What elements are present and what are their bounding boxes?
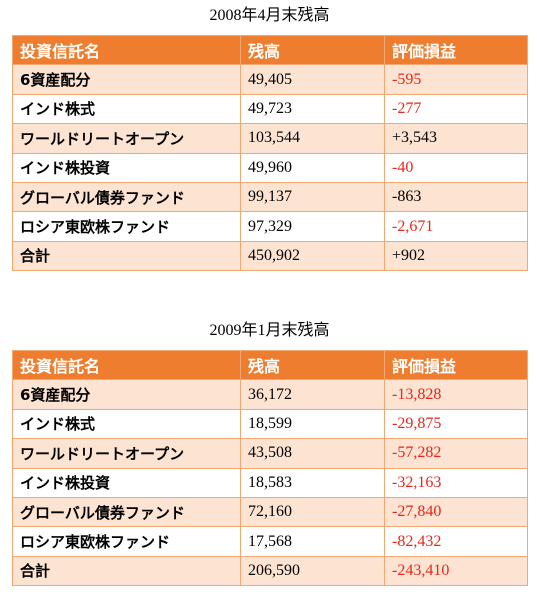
fund-name: 合計	[12, 555, 241, 587]
table-block: 2008年4月末残高 投資信託名 残高 評価損益 6資産配分 49,405 -595 インド株…	[12, 6, 528, 272]
header-row: 投資信託名 残高 評価損益	[12, 349, 528, 381]
gain-loss: -863	[384, 181, 528, 213]
balance: 36,172	[240, 379, 385, 410]
table-row: ロシア東欧株ファンド 97,329 -2,671	[12, 211, 528, 242]
fund-name: ワールドリートオープン	[12, 438, 241, 469]
table-row: 合計 206,590 -243,410	[12, 555, 528, 587]
balance: 97,329	[240, 211, 385, 242]
balance: 49,405	[240, 64, 385, 95]
gain-loss: +902	[384, 240, 528, 272]
fund-name: ロシア東欧株ファンド	[12, 526, 241, 557]
gain-loss: -29,875	[384, 408, 528, 440]
table-row: 合計 450,902 +902	[12, 240, 528, 272]
table-title: 2008年4月末残高	[209, 7, 330, 24]
header-cell: 残高	[240, 34, 385, 66]
balance: 103,544	[240, 123, 385, 154]
fund-name: ワールドリートオープン	[12, 123, 241, 154]
gain-loss: -82,432	[384, 526, 528, 557]
table: 投資信託名 残高 評価損益 6資産配分 49,405 -595 インド株式 49,723 -27…	[12, 34, 528, 272]
balance: 43,508	[240, 438, 385, 469]
table-row: 6資産配分 36,172 -13,828	[12, 379, 528, 410]
gain-loss: -32,163	[384, 467, 528, 498]
balance: 18,599	[240, 408, 385, 440]
table-row: ワールドリートオープン 103,544 +3,543	[12, 123, 528, 154]
fund-name: 合計	[12, 240, 241, 272]
fund-name: ロシア東欧株ファンド	[12, 211, 241, 242]
gain-loss: +3,543	[384, 123, 528, 154]
balance: 72,160	[240, 496, 385, 528]
balance: 450,902	[240, 240, 385, 272]
fund-name: グローバル債券ファンド	[12, 496, 241, 528]
header-cell: 評価損益	[384, 34, 528, 66]
gain-loss: -13,828	[384, 379, 528, 410]
table-block: 2009年1月末残高 投資信託名 残高 評価損益 6資産配分 36,172 -13,828 イ…	[12, 321, 528, 587]
header-cell: 投資信託名	[12, 349, 241, 381]
table: 投資信託名 残高 評価損益 6資産配分 36,172 -13,828 インド株式 18,599…	[12, 349, 528, 587]
header-cell: 投資信託名	[12, 34, 241, 66]
header-cell: 評価損益	[384, 349, 528, 381]
balance: 49,960	[240, 152, 385, 183]
table-row: インド株式 18,599 -29,875	[12, 408, 528, 440]
fund-name: グローバル債券ファンド	[12, 181, 241, 213]
gain-loss: -277	[384, 93, 528, 125]
table-row: ロシア東欧株ファンド 17,568 -82,432	[12, 526, 528, 557]
balance: 206,590	[240, 555, 385, 587]
balance: 18,583	[240, 467, 385, 498]
header-cell: 残高	[240, 349, 385, 381]
balance: 49,723	[240, 93, 385, 125]
table-row: 6資産配分 49,405 -595	[12, 64, 528, 95]
table-row: グローバル債券ファンド 99,137 -863	[12, 181, 528, 213]
fund-name: 6資産配分	[12, 379, 241, 410]
gain-loss: -27,840	[384, 496, 528, 528]
balance: 99,137	[240, 181, 385, 213]
table-row: インド株投資 18,583 -32,163	[12, 467, 528, 498]
fund-name: インド株式	[12, 408, 241, 440]
gain-loss: -243,410	[384, 555, 528, 587]
fund-name: インド株投資	[12, 152, 241, 183]
fund-name: インド株式	[12, 93, 241, 125]
table-row: ワールドリートオープン 43,508 -57,282	[12, 438, 528, 469]
gain-loss: -2,671	[384, 211, 528, 242]
fund-name: 6資産配分	[12, 64, 241, 95]
table-title: 2009年1月末残高	[209, 322, 330, 339]
table-row: インド株投資 49,960 -40	[12, 152, 528, 183]
fund-name: インド株投資	[12, 467, 241, 498]
gain-loss: -595	[384, 64, 528, 95]
gain-loss: -40	[384, 152, 528, 183]
gain-loss: -57,282	[384, 438, 528, 469]
table-row: インド株式 49,723 -277	[12, 93, 528, 125]
table-row: グローバル債券ファンド 72,160 -27,840	[12, 496, 528, 528]
balance: 17,568	[240, 526, 385, 557]
header-row: 投資信託名 残高 評価損益	[12, 34, 528, 66]
